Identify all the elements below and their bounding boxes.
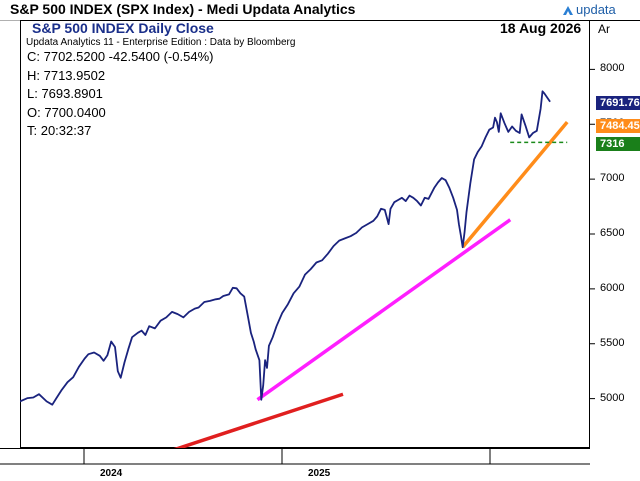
- year-label-2024: 2024: [100, 468, 123, 479]
- ohlc-high: H: 7713.9502: [27, 67, 106, 83]
- chart-subtitle: Updata Analytics 11 - Enterprise Edition…: [26, 37, 296, 48]
- y-tick-label: 7000: [600, 172, 625, 185]
- chart-plot-area[interactable]: [20, 20, 590, 448]
- trendline-2: [461, 120, 569, 249]
- window-title: S&P 500 INDEX (SPX Index) - Medi Updata …: [10, 1, 356, 17]
- axis-code-label: Ar: [598, 22, 610, 36]
- chart-title: S&P 500 INDEX Daily Close: [32, 20, 214, 36]
- ohlc-open: O: 7700.0400: [27, 104, 106, 120]
- y-tick-label: 6500: [600, 227, 625, 239]
- year-label-2025: 2025: [308, 468, 331, 479]
- price-tag-0: 7691.76: [596, 96, 640, 111]
- ohlc-low: L: 7693.8901: [27, 86, 103, 101]
- ohlc-time: T: 20:32:37: [27, 123, 92, 138]
- price-tag-2: 7316: [596, 137, 640, 152]
- y-tick-label: 8000: [600, 62, 625, 75]
- brand-name: updata: [576, 2, 616, 17]
- window-titlebar: S&P 500 INDEX (SPX Index) - Medi Updata …: [0, 0, 640, 21]
- y-tick-label: 6000: [600, 281, 625, 294]
- ohlc-close: C: 7702.5200 -42.5400 (-0.54%): [27, 49, 214, 64]
- y-tick-label: 5500: [600, 336, 625, 349]
- updata-logo-icon: [563, 6, 573, 15]
- trendline-0: [173, 392, 344, 448]
- ohlc-readout: C: 7702.5200 -42.5400 (-0.54%) H: 7713.9…: [27, 48, 213, 141]
- trendline-1: [256, 218, 512, 402]
- price-tag-1: 7484.45: [596, 118, 640, 133]
- price-series-line: [20, 90, 551, 406]
- chart-date: 18 Aug 2026: [500, 20, 582, 36]
- y-tick-label: 5000: [600, 391, 625, 404]
- plot-layer: [20, 90, 569, 448]
